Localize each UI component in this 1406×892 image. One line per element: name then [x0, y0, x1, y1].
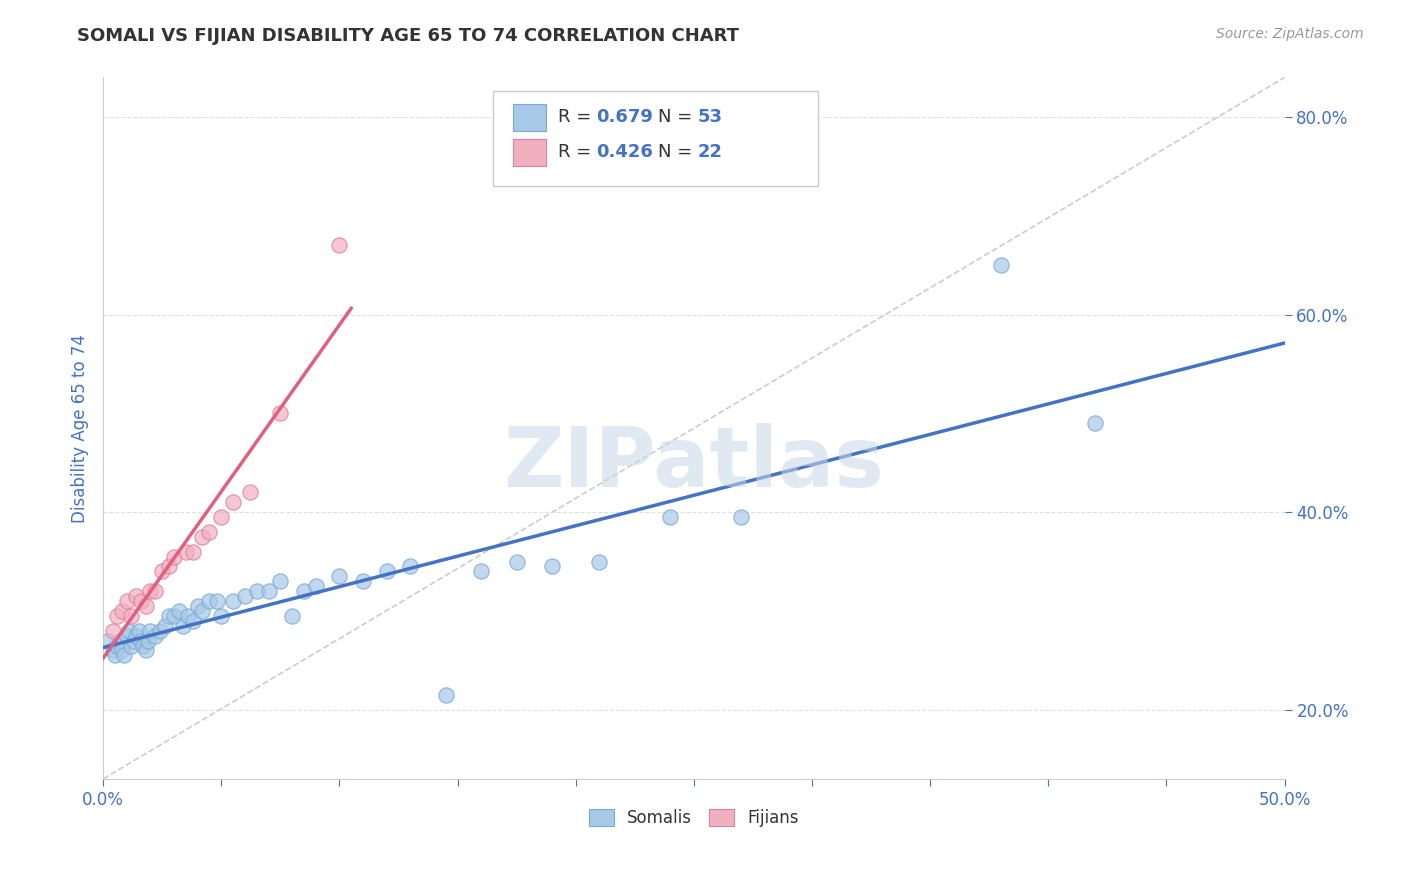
Point [177, 608, 200, 623]
Point [129, 594, 152, 608]
Point [375, 565, 398, 579]
FancyBboxPatch shape [494, 92, 818, 186]
Point [112, 648, 135, 663]
Point [101, 624, 124, 638]
Point [470, 565, 492, 579]
Point [257, 584, 280, 599]
Point [125, 629, 148, 643]
Point [239, 485, 262, 500]
Point [111, 643, 134, 657]
Point [157, 559, 180, 574]
Point [167, 604, 190, 618]
Point [328, 238, 350, 252]
Text: N =: N = [658, 144, 699, 161]
Point [157, 608, 180, 623]
Point [990, 258, 1012, 272]
Text: 0.679: 0.679 [596, 109, 652, 127]
Point [149, 624, 172, 638]
Point [269, 574, 291, 589]
Point [108, 633, 131, 648]
Point [588, 555, 610, 569]
Point [505, 555, 527, 569]
Point [187, 599, 209, 613]
Point [129, 633, 152, 648]
Point [128, 624, 150, 638]
Point [105, 639, 128, 653]
Point [143, 584, 166, 599]
Point [269, 406, 291, 420]
Point [191, 530, 214, 544]
Text: 53: 53 [697, 109, 723, 127]
Point [97, 633, 120, 648]
Point [222, 594, 245, 608]
Point [352, 574, 374, 589]
Point [136, 633, 159, 648]
FancyBboxPatch shape [513, 139, 546, 166]
Point [125, 589, 148, 603]
Point [135, 643, 157, 657]
Point [172, 619, 194, 633]
Point [209, 608, 232, 623]
Text: R =: R = [558, 109, 598, 127]
Point [139, 584, 162, 599]
Point [122, 633, 145, 648]
Point [730, 510, 752, 524]
Y-axis label: Disability Age 65 to 74: Disability Age 65 to 74 [72, 334, 89, 523]
Point [105, 608, 128, 623]
Point [434, 688, 457, 702]
Point [135, 599, 157, 613]
Point [659, 510, 682, 524]
Text: ZIPatlas: ZIPatlas [503, 423, 884, 504]
Point [305, 579, 328, 593]
Point [205, 594, 228, 608]
Point [328, 569, 350, 583]
Point [399, 559, 422, 574]
Text: N =: N = [658, 109, 699, 127]
Text: SOMALI VS FIJIAN DISABILITY AGE 65 TO 74 CORRELATION CHART: SOMALI VS FIJIAN DISABILITY AGE 65 TO 74… [77, 27, 740, 45]
Point [198, 524, 221, 539]
Point [191, 604, 214, 618]
Point [222, 495, 245, 509]
Point [541, 559, 564, 574]
FancyBboxPatch shape [513, 104, 546, 131]
Point [121, 639, 143, 653]
Point [198, 594, 221, 608]
Point [292, 584, 315, 599]
Point [139, 624, 162, 638]
Legend: Somalis, Fijians: Somalis, Fijians [582, 802, 806, 834]
Text: Source: ZipAtlas.com: Source: ZipAtlas.com [1216, 27, 1364, 41]
Point [1084, 416, 1107, 430]
Point [153, 619, 176, 633]
Point [111, 604, 134, 618]
Text: 22: 22 [697, 144, 723, 161]
Point [246, 584, 269, 599]
Text: R =: R = [558, 144, 598, 161]
Point [181, 544, 204, 558]
Point [163, 549, 186, 564]
Point [174, 544, 197, 558]
Point [181, 614, 204, 628]
Point [132, 639, 155, 653]
Point [118, 624, 141, 638]
Point [115, 629, 138, 643]
Point [209, 510, 232, 524]
Text: 0.426: 0.426 [596, 144, 652, 161]
Point [233, 589, 256, 603]
Point [104, 648, 127, 663]
Point [115, 594, 138, 608]
Point [281, 608, 304, 623]
Point [121, 608, 143, 623]
Point [163, 608, 186, 623]
Point [150, 565, 173, 579]
Point [101, 643, 124, 657]
Point [143, 629, 166, 643]
